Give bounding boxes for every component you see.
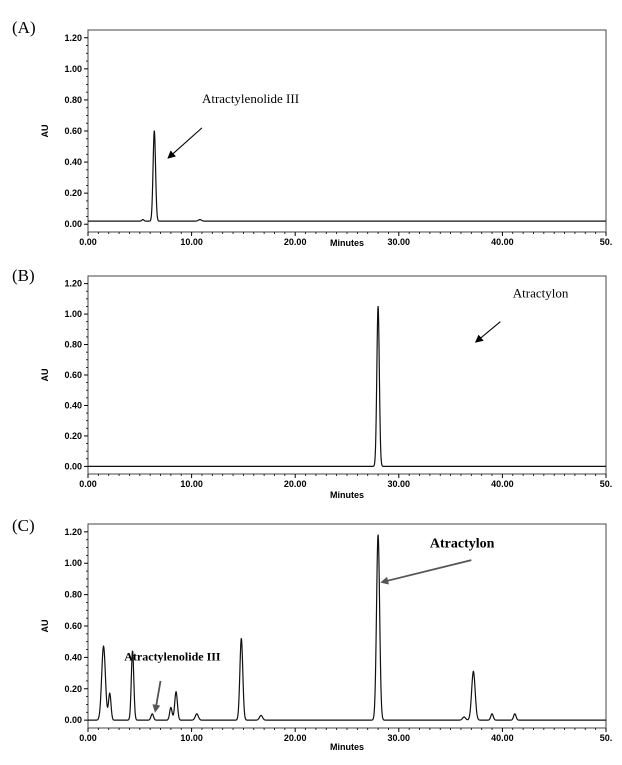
chromatogram-trace: [88, 306, 606, 467]
plot-frame: [87, 275, 607, 475]
chromatogram-chart: 0.00 0.20 0.40 0.60 0.80 1.00 1.20 AU 0.00 10.00 2…: [40, 275, 613, 500]
y-tick-label: 1.20: [64, 279, 82, 289]
peak-apex: [377, 305, 379, 308]
y-tick-label: 0.00: [64, 715, 82, 725]
x-tick-label: 30.00: [388, 237, 411, 247]
y-tick-label: 0.20: [64, 188, 82, 198]
x-tick-label: 20.00: [284, 733, 307, 743]
y-tick-label: 1.20: [64, 33, 82, 43]
chromatogram-panel-b: (B) 0.00 0.20 0.40 0.60 0.80 1.00 1.20 AU 0.00 10…: [0, 250, 622, 500]
panel-label: (A): [12, 18, 36, 37]
chromatogram-panel-a: (A) 0.00 0.20 0.40 0.60 0.80 1.00 1.20 AU 0.00 10…: [0, 0, 622, 250]
peak-apex: [472, 670, 474, 673]
y-tick-label: 0.40: [64, 400, 82, 410]
x-tick-label: 10.00: [180, 237, 203, 247]
y-tick-label: 1.00: [64, 309, 82, 319]
annotation-arrow: [152, 680, 162, 713]
y-tick-label: 0.00: [64, 461, 82, 471]
y-tick-label: 0.80: [64, 590, 82, 600]
y-axis-title: AU: [40, 620, 50, 633]
annotation-arrow: [167, 127, 203, 159]
x-tick-label: 0.00: [79, 237, 97, 247]
chromatogram-trace: [88, 534, 606, 721]
x-tick-label: 0.00: [79, 733, 97, 743]
x-tick-label: 0.00: [79, 479, 97, 489]
x-axis-title: Minutes: [330, 742, 364, 752]
x-tick-label: 10.00: [180, 479, 203, 489]
x-tick-label: 30.00: [388, 733, 411, 743]
peak-apex: [109, 692, 111, 695]
peak-apex: [463, 716, 465, 718]
peak-apex: [199, 218, 201, 221]
peak-apex: [175, 691, 177, 693]
panel-label: (B): [12, 266, 35, 285]
y-tick-label: 0.20: [64, 684, 82, 694]
chromatogram-chart: 0.00 0.20 0.40 0.60 0.80 1.00 1.20 AU 0.00 10.00 2…: [40, 29, 613, 248]
x-tick-label: 20.00: [284, 237, 307, 247]
peak-apex: [142, 218, 144, 221]
x-axis-title: Minutes: [330, 490, 364, 500]
annotation-label: Atractylon: [513, 285, 569, 300]
y-tick-label: 0.60: [64, 126, 82, 136]
peak-apex: [102, 645, 105, 647]
chromatogram-chart: 0.00 0.20 0.40 0.60 0.80 1.00 1.20 AU 0.00 10.00 2…: [40, 523, 613, 752]
plot-frame: [87, 29, 607, 233]
peak-apex: [131, 650, 134, 652]
annotation-label: Atractylenolide III: [124, 650, 221, 664]
y-tick-label: 0.00: [64, 219, 82, 229]
y-tick-label: 0.60: [64, 621, 82, 631]
peak-apex: [170, 707, 172, 709]
peak-apex: [491, 713, 493, 715]
y-tick-label: 1.00: [64, 558, 82, 568]
peak-apex: [196, 713, 198, 715]
annotation-label: Atractylenolide III: [202, 91, 299, 106]
x-axis-title: Minutes: [330, 238, 364, 248]
x-tick-label: 40.00: [491, 733, 514, 743]
peak-apex: [514, 713, 516, 715]
x-tick-label: 50.: [600, 237, 613, 247]
plot-frame: [87, 523, 607, 729]
x-tick-label: 50.: [600, 479, 613, 489]
peak-apex: [377, 534, 379, 536]
y-axis-title: AU: [40, 369, 50, 382]
y-tick-label: 0.40: [64, 652, 82, 662]
y-tick-label: 0.40: [64, 157, 82, 167]
x-tick-label: 40.00: [491, 237, 514, 247]
y-tick-label: 0.80: [64, 95, 82, 105]
y-tick-label: 0.80: [64, 340, 82, 350]
x-tick-label: 10.00: [180, 733, 203, 743]
y-tick-label: 1.00: [64, 64, 82, 74]
peak-apex: [240, 637, 242, 640]
y-axis-title: AU: [40, 125, 50, 138]
peak-apex: [260, 714, 262, 717]
y-tick-label: 0.20: [64, 431, 82, 441]
x-tick-label: 20.00: [284, 479, 307, 489]
annotation-arrow: [474, 321, 501, 343]
x-tick-label: 30.00: [388, 479, 411, 489]
y-tick-label: 0.60: [64, 370, 82, 380]
panel-label: (C): [12, 516, 35, 535]
y-tick-label: 1.20: [64, 527, 82, 537]
peak-apex: [151, 713, 153, 715]
annotation-label: Atractylon: [430, 537, 495, 552]
annotation-arrow: [380, 559, 472, 585]
x-tick-label: 40.00: [491, 479, 514, 489]
x-tick-label: 50.: [600, 733, 613, 743]
peak-apex: [153, 130, 155, 132]
chromatogram-trace: [88, 130, 606, 222]
chromatogram-panel-c: (C) 0.00 0.20 0.40 0.60 0.80 1.00 1.20 AU 0.00 10…: [0, 500, 622, 760]
